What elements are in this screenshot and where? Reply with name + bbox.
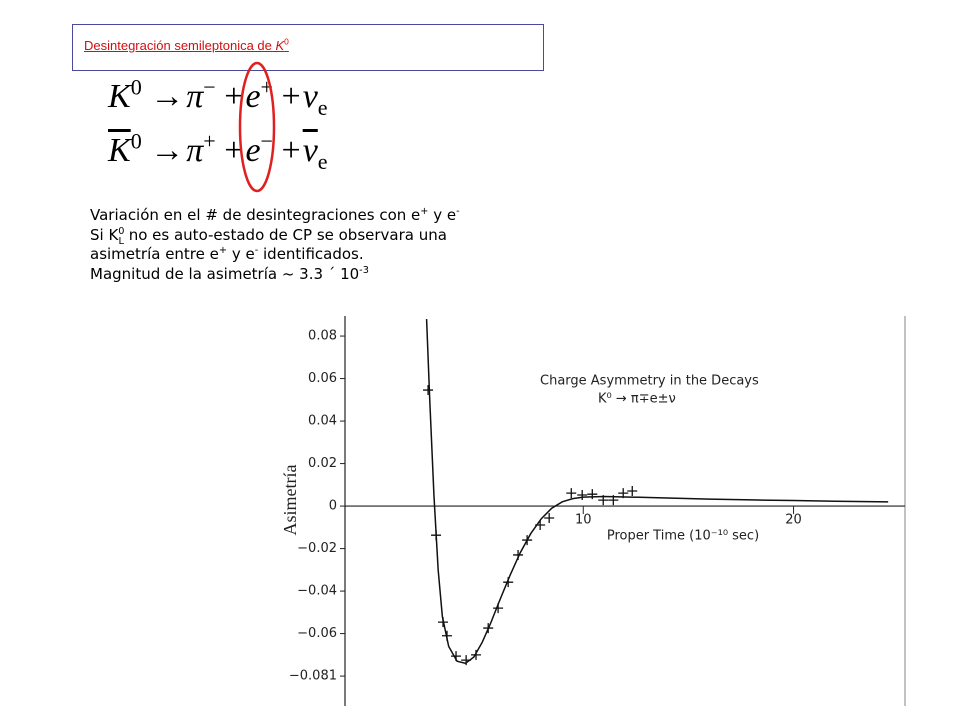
y-tick-label: −0.081 [289, 669, 337, 684]
x-tick-label: 20 [785, 513, 802, 528]
data-point [423, 385, 434, 396]
x-axis-label: Proper Time (10⁻¹⁰ sec) [607, 529, 759, 544]
data-point [483, 623, 494, 634]
line: Variación en el # de desintegraciones co… [90, 206, 460, 224]
annotation: Charge Asymmetry in the Decays [540, 374, 759, 389]
x-tick-label: 10 [575, 513, 592, 528]
data-point [471, 649, 482, 660]
data-point [587, 489, 598, 500]
data-point [544, 512, 555, 523]
y-tick-label: −0.04 [297, 584, 337, 599]
data-point [493, 603, 504, 614]
data-point [431, 530, 442, 541]
y-tick-label: 0.08 [308, 329, 337, 344]
equation: K0 →π+ +e− +νe [108, 128, 328, 174]
y-tick-label: 0.06 [308, 371, 337, 386]
data-point [618, 488, 629, 499]
slide-title: Desintegración semileptonica de K0 [84, 36, 289, 53]
paragraph: Variación en el # de desintegraciones co… [90, 206, 460, 284]
data-point [513, 549, 524, 560]
y-tick-label: 0.04 [308, 414, 337, 429]
title-box [72, 24, 544, 71]
data-point [535, 519, 546, 530]
data-point [627, 485, 638, 496]
y-tick-label: 0 [329, 499, 337, 514]
data-point [577, 490, 588, 501]
line: asimetría entre e+ y e- identificados. [90, 245, 364, 263]
data-point [441, 630, 452, 641]
data-point [451, 651, 462, 662]
data-point [598, 495, 609, 506]
data-point [503, 577, 514, 588]
data-point [608, 495, 619, 506]
line: Magnitud de la asimetría ~ 3.3 ´ 10-3 [90, 264, 369, 283]
data-point [566, 488, 577, 499]
y-tick-label: 0.02 [308, 456, 337, 471]
y-tick-label: −0.06 [297, 626, 337, 641]
y-axis-label: Asimetría [280, 465, 300, 536]
data-point [461, 655, 472, 666]
equation: K0 →π− +e+ +νe [108, 74, 328, 120]
data-point [437, 617, 448, 628]
curve [425, 319, 889, 665]
line: Si K0L no es auto-estado de CP se observ… [90, 225, 447, 247]
annotation: K⁰ → π∓e±ν [598, 392, 676, 407]
y-tick-label: −0.02 [297, 541, 337, 556]
data-point [522, 535, 533, 546]
